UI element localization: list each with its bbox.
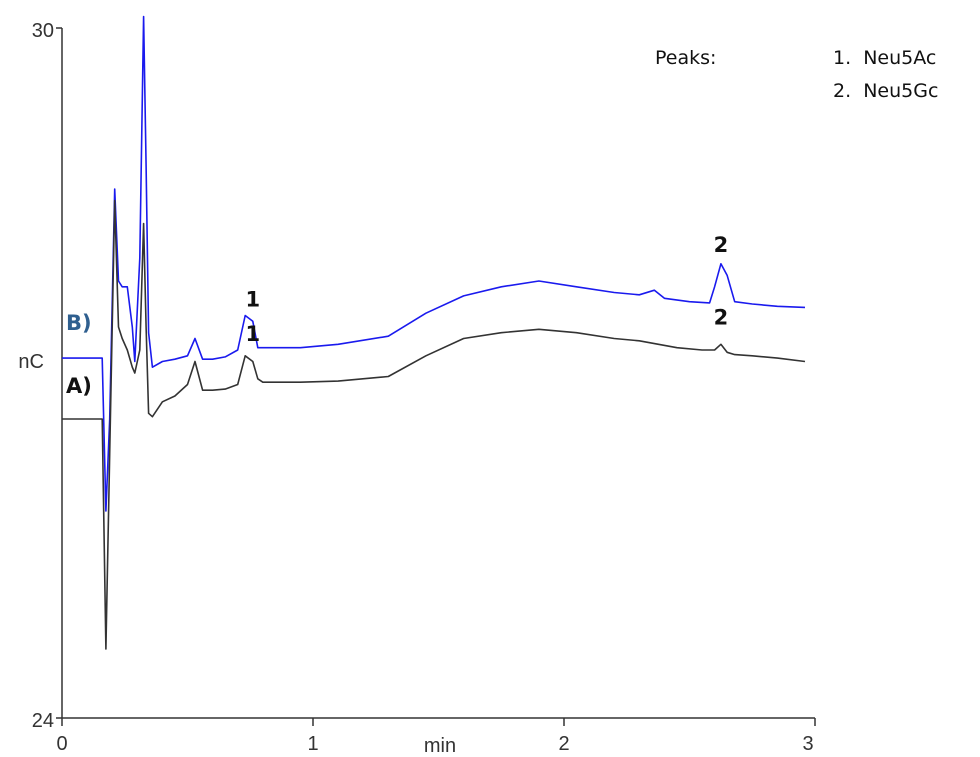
x-tick-label-2: 2 [558, 733, 569, 755]
legend-title: Peaks: [655, 47, 716, 69]
legend-entry-2: 2. Neu5Gc [833, 80, 938, 102]
x-ticks: 0 1 2 3 [56, 718, 816, 755]
y-axis-title: nC [18, 351, 44, 373]
series-a-label: A) [66, 374, 92, 398]
legend-entry-1: 1. Neu5Ac [833, 47, 936, 69]
series-b-trace [62, 15, 806, 512]
x-axis-title: min [424, 735, 456, 757]
y-tick-label-min: 24 [32, 710, 54, 732]
peak-label-b-2: 2 [714, 233, 729, 257]
peak-label-b-1: 1 [245, 287, 260, 311]
y-tick-label-max: 30 [32, 20, 54, 42]
series-a-trace [62, 199, 806, 650]
x-tick-label-1: 1 [307, 733, 318, 755]
peak-label-a-2: 2 [714, 306, 729, 330]
x-tick-label-0: 0 [56, 733, 67, 755]
series-b-label: B) [66, 311, 92, 335]
peaks-legend: Peaks: 1. Neu5Ac 2. Neu5Gc [655, 47, 938, 102]
x-tick-label-3: 3 [802, 733, 813, 755]
peak-label-a-1: 1 [245, 322, 260, 346]
